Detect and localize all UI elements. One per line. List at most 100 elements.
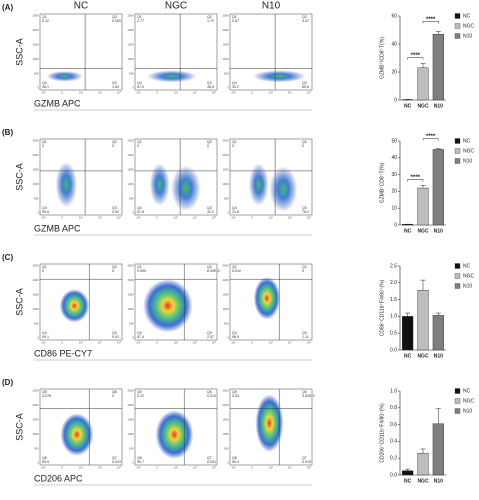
y-axis-label: CD86⁺CD11b⁺F4/80⁺(%) xyxy=(379,279,385,336)
quadrant-value: 38.5 xyxy=(207,85,214,89)
y-tick-label: 0.4 xyxy=(390,439,397,445)
cell-cloud xyxy=(248,163,269,206)
flow-x-tick: -10³ xyxy=(231,341,236,345)
quadrant-name: Q7 xyxy=(112,456,117,460)
flow-x-tick: 10⁵ xyxy=(117,91,121,95)
flow-x-tick: 10⁴ xyxy=(288,466,293,470)
quadrant-value: 0 xyxy=(232,144,234,148)
flow-y-tick: 0 xyxy=(227,211,229,215)
flow-y-tick: 100K xyxy=(222,182,229,186)
quadrant-name: Q5 xyxy=(137,390,142,394)
y-axis-label: SSC-A xyxy=(14,38,24,66)
quadrant-name: Q5 xyxy=(42,390,47,394)
legend-label: NC xyxy=(463,263,471,269)
legend-swatch xyxy=(454,158,461,164)
flow-y-tick: 200K xyxy=(32,153,39,157)
quadrant-name: Q8 xyxy=(137,456,142,460)
flow-y-tick: 50K xyxy=(34,196,39,200)
cell-cloud xyxy=(147,70,197,83)
quadrant-value: 0.010 xyxy=(207,394,216,398)
flow-y-tick: 200K xyxy=(222,278,229,282)
bar xyxy=(417,67,429,101)
flow-y-tick: 0 xyxy=(227,336,229,340)
y-tick-label: 0.0 xyxy=(390,347,397,353)
y-tick-label: 0.8 xyxy=(390,405,397,411)
flow-x-tick: -10³ xyxy=(136,466,141,470)
flow-y-tick: 200K xyxy=(32,28,39,32)
flow-x-tick: 10⁴ xyxy=(193,341,198,345)
legend-swatch xyxy=(454,283,461,289)
flow-x-tick: 10⁵ xyxy=(212,466,216,470)
flow-y-tick: 200K xyxy=(222,403,229,407)
flow-x-tick: 0 xyxy=(61,91,63,95)
flow-y-tick: 100K xyxy=(32,432,39,436)
panel-label: (D) xyxy=(2,378,13,387)
flow-y-tick: 200K xyxy=(222,28,229,32)
quadrant-name: Q1 xyxy=(137,15,142,19)
x-axis-label: GZMB APC xyxy=(34,98,81,108)
quadrant-value: 0 xyxy=(302,144,304,148)
x-tick-label: NGC xyxy=(417,353,429,359)
flow-y-tick: 0 xyxy=(132,336,134,340)
legend-swatch xyxy=(454,388,461,394)
flow-x-tick: 10³ xyxy=(174,466,178,470)
quadrant-value: 1.63 xyxy=(112,85,119,89)
significance-label: **** xyxy=(426,17,436,23)
flow-x-tick: 0 xyxy=(251,341,253,345)
quadrant-value: 0.055 xyxy=(137,269,146,273)
quadrant-value: 0.12 xyxy=(42,19,49,23)
x-tick-label: NC xyxy=(404,478,412,484)
flow-y-tick: 150K xyxy=(222,168,229,172)
flow-x-tick: 0 xyxy=(61,216,63,220)
flow-y-tick: 250K xyxy=(222,264,229,268)
flow-y-tick: 150K xyxy=(222,293,229,297)
quadrant-name: Q6 xyxy=(207,390,212,394)
x-tick-label: NGC xyxy=(417,228,429,234)
flow-y-tick: 250K xyxy=(127,389,134,393)
legend-swatch xyxy=(454,408,461,414)
legend-swatch xyxy=(454,148,461,154)
flow-x-tick: 0 xyxy=(156,341,158,345)
flow-y-tick: 50K xyxy=(129,71,134,75)
quadrant-value: 57.0 xyxy=(137,85,144,89)
flow-x-tick: 10⁵ xyxy=(212,216,216,220)
significance-label: **** xyxy=(426,134,436,140)
significance-bracket xyxy=(407,179,424,182)
flow-x-tick: -10³ xyxy=(231,216,236,220)
quadrant-name: Q3 xyxy=(302,331,307,335)
flow-y-tick: 200K xyxy=(127,278,134,282)
flow-y-tick: 0 xyxy=(132,211,134,215)
flow-y-tick: 100K xyxy=(222,57,229,61)
quadrant-name: Q8 xyxy=(42,456,47,460)
legend-label: NGC xyxy=(463,148,475,154)
flow-y-tick: 100K xyxy=(222,432,229,436)
quadrant-value: 6.90E-3 xyxy=(207,269,220,273)
quadrant-value: 99.5 xyxy=(42,210,49,214)
x-axis-label: CD206 APC xyxy=(34,473,83,483)
quadrant-name: Q3 xyxy=(207,331,212,335)
y-tick-label: 40 xyxy=(391,155,397,161)
flow-x-tick: 10³ xyxy=(79,341,83,345)
flow-y-tick: 0 xyxy=(132,86,134,90)
flow-x-tick: 10³ xyxy=(269,216,273,220)
flow-x-tick: 10⁴ xyxy=(288,341,293,345)
flow-y-tick: 0 xyxy=(37,461,39,465)
flow-x-tick: 10⁵ xyxy=(212,341,216,345)
quadrant-name: Q4 xyxy=(232,331,237,335)
flow-y-tick: 100K xyxy=(127,182,134,186)
flow-y-tick: 0 xyxy=(227,461,229,465)
significance-bracket xyxy=(422,21,439,24)
cell-cloud xyxy=(155,410,194,459)
quadrant-name: Q2 xyxy=(112,15,117,19)
x-tick-label: NC xyxy=(404,353,412,359)
quadrant-value: 0 xyxy=(112,144,114,148)
legend-label: NGC xyxy=(463,398,475,404)
flow-x-tick: 10⁴ xyxy=(98,341,103,345)
flow-y-tick: 100K xyxy=(127,432,134,436)
quadrant-value: 98.9 xyxy=(232,335,239,339)
quadrant-value: 21.8 xyxy=(232,210,239,214)
cell-cloud xyxy=(60,413,94,456)
legend-label: NGC xyxy=(463,23,475,29)
flow-y-tick: 0 xyxy=(37,211,39,215)
